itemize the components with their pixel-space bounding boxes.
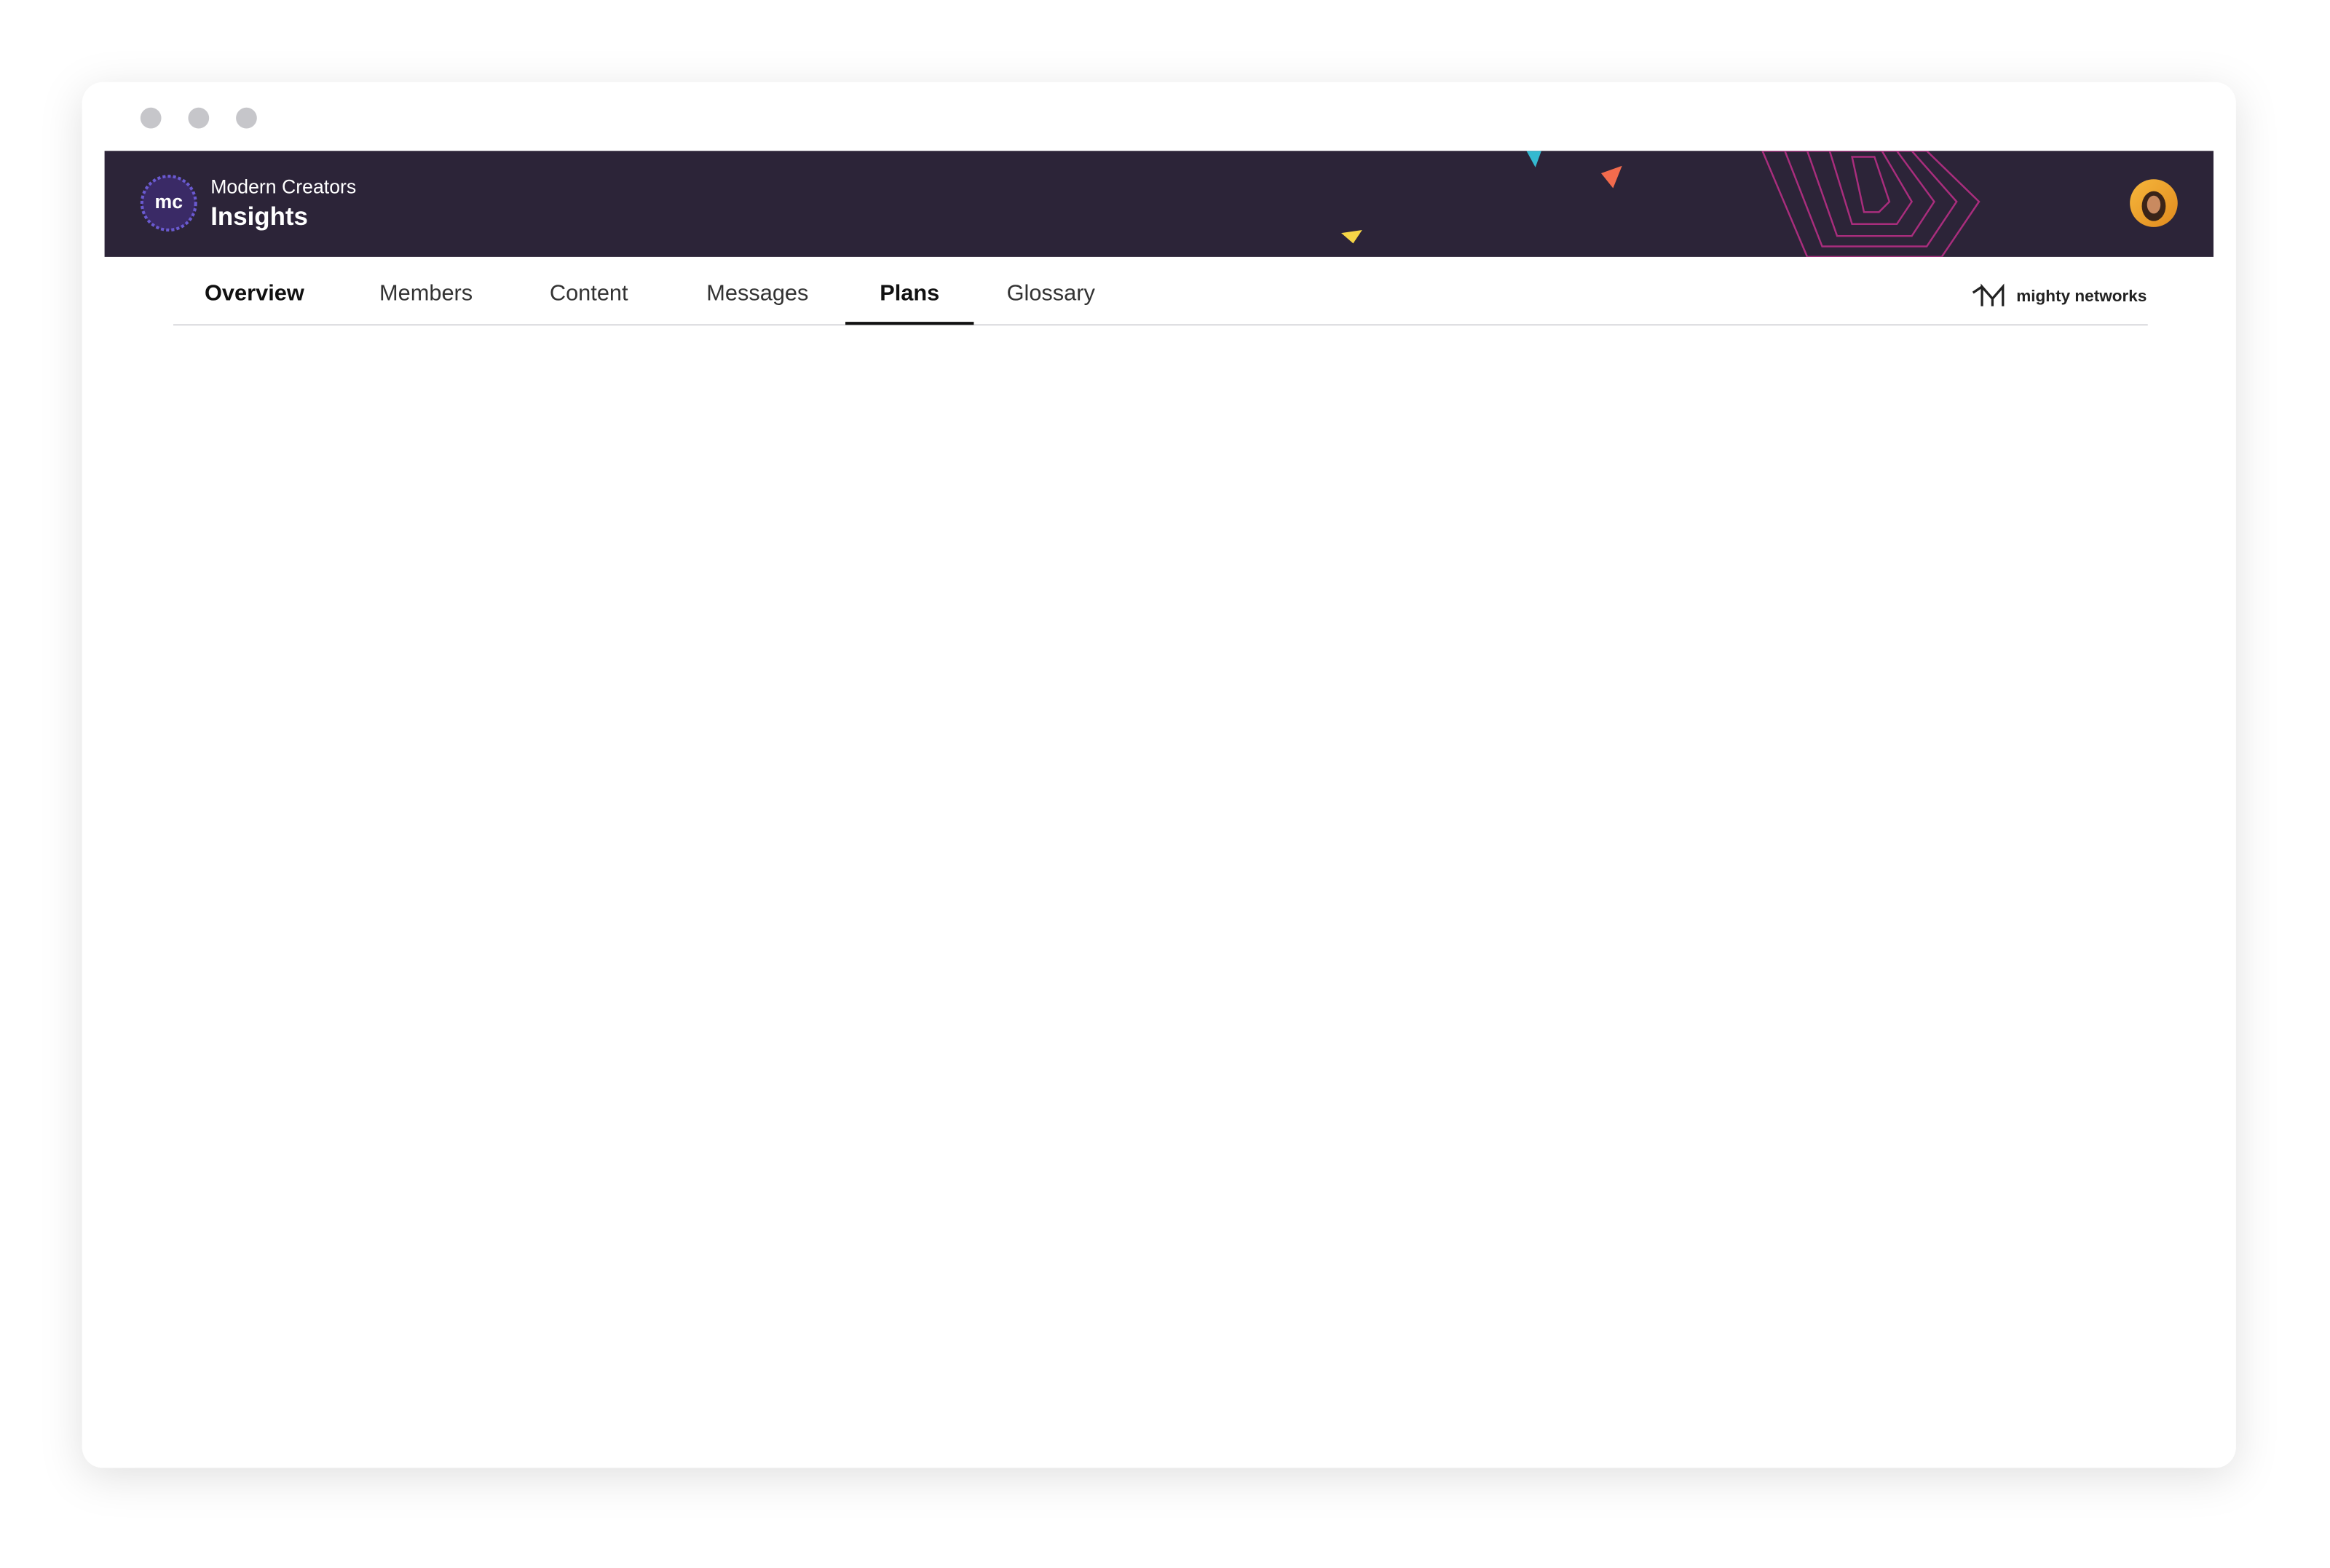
tab[interactable]: Members bbox=[379, 280, 473, 305]
brand: mighty networks bbox=[1972, 283, 2147, 306]
tab-underline bbox=[845, 322, 974, 325]
window-dot bbox=[236, 107, 257, 129]
tab-bar: mighty networks Overview Members Content Me… bbox=[173, 280, 2148, 326]
tab[interactable]: Plans bbox=[880, 280, 939, 305]
browser-window bbox=[82, 82, 2236, 1468]
window-dot bbox=[140, 107, 162, 129]
window-dot bbox=[188, 107, 210, 129]
tab[interactable]: Messages bbox=[706, 280, 808, 305]
brand-name: mighty networks bbox=[2016, 287, 2147, 305]
tab[interactable]: Content bbox=[550, 280, 628, 305]
avatar-face bbox=[2147, 195, 2161, 214]
header-decoration bbox=[1341, 151, 1980, 257]
logo-text: mc bbox=[155, 191, 183, 213]
organization-name: Modern Creators bbox=[210, 176, 356, 198]
header: mc Modern Creators Insights bbox=[104, 151, 2214, 257]
tab[interactable]: Glossary bbox=[1007, 280, 1096, 305]
app-title: Insights bbox=[210, 202, 308, 231]
tab[interactable]: Overview bbox=[205, 280, 304, 305]
brand-icon bbox=[1972, 283, 2005, 306]
logo bbox=[140, 175, 197, 232]
header-bar bbox=[104, 151, 2214, 257]
